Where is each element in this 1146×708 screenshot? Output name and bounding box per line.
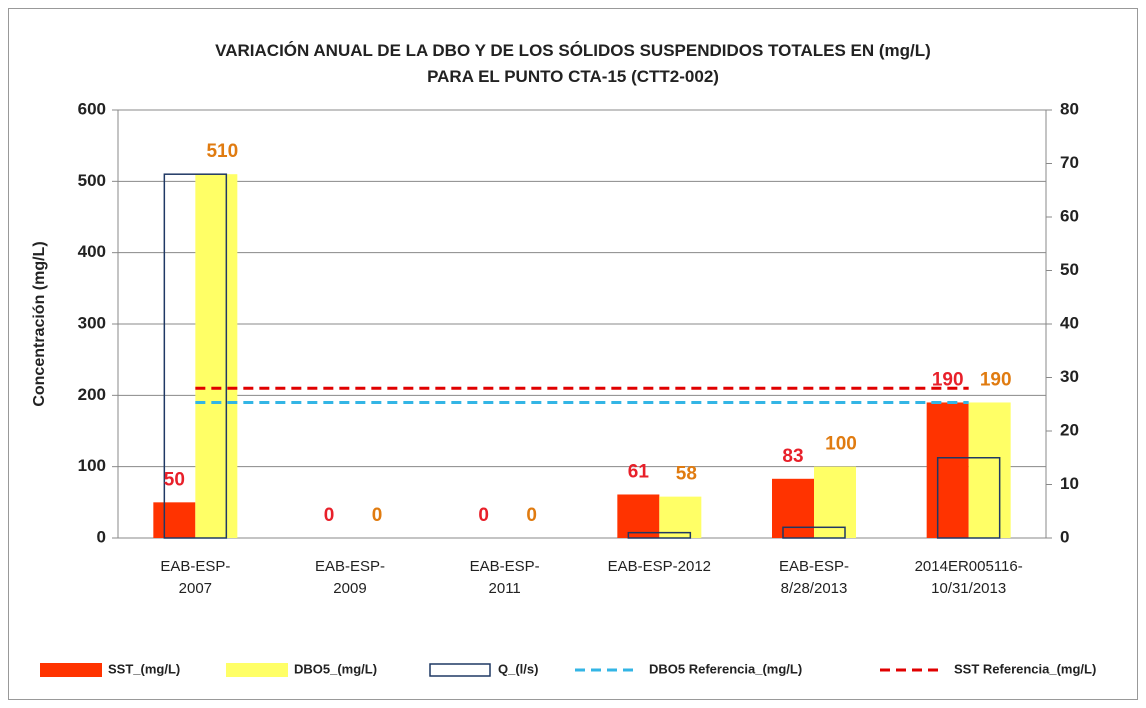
y-tick-label: 400 xyxy=(78,242,106,261)
bar xyxy=(659,496,702,538)
chart-title: VARIACIÓN ANUAL DE LA DBO Y DE LOS SÓLID… xyxy=(215,41,931,86)
bar xyxy=(617,494,660,538)
y2-tick-label: 30 xyxy=(1060,367,1079,386)
bar xyxy=(153,502,196,538)
legend-label: DBO5_(mg/L) xyxy=(294,661,377,676)
y-tick-label: 0 xyxy=(97,527,106,546)
y-tick-label: 200 xyxy=(78,385,106,404)
legend-label: DBO5 Referencia_(mg/L) xyxy=(649,661,802,676)
data-label: 0 xyxy=(526,505,537,526)
y-axis-label: Concentración (mg/L) xyxy=(31,241,48,406)
bar xyxy=(926,402,969,538)
bar xyxy=(968,402,1011,538)
x-tick-label: EAB-ESP- 2007 xyxy=(160,558,231,597)
flow-bar xyxy=(627,531,692,539)
y-tick-label: 300 xyxy=(78,313,106,332)
y-tick-label: 500 xyxy=(78,171,106,190)
bar xyxy=(195,174,238,538)
y-tick-label: 100 xyxy=(78,456,106,475)
legend-label: SST_(mg/L) xyxy=(108,661,180,676)
data-label: 0 xyxy=(324,505,335,526)
legend-swatch xyxy=(429,663,491,677)
flow-bar xyxy=(782,526,846,539)
legend-swatch xyxy=(226,663,288,677)
data-label: 50 xyxy=(164,469,185,490)
chart-frame xyxy=(8,8,1138,700)
x-tick-label: EAB-ESP-2012 xyxy=(607,558,712,575)
data-label: 83 xyxy=(782,446,803,467)
y2-tick-label: 40 xyxy=(1060,313,1079,332)
flow-bar xyxy=(936,457,1001,539)
bar xyxy=(814,466,856,538)
data-label: 0 xyxy=(478,505,489,526)
legend-label: Q_(l/s) xyxy=(498,661,538,676)
data-label: 190 xyxy=(980,369,1012,390)
data-label: 58 xyxy=(676,464,697,485)
bar xyxy=(772,478,814,538)
legend-swatch xyxy=(40,663,102,677)
y2-tick-label: 70 xyxy=(1060,153,1079,172)
data-label: 190 xyxy=(932,369,964,390)
data-label: 510 xyxy=(206,141,238,162)
x-tick-label: EAB-ESP- 8/28/2013 xyxy=(778,558,849,597)
data-label: 0 xyxy=(372,505,383,526)
y2-tick-label: 50 xyxy=(1060,260,1079,279)
x-tick-label: 2014ER005116- 10/31/2013 xyxy=(914,558,1023,597)
y2-tick-label: 80 xyxy=(1060,99,1079,118)
y2-tick-label: 20 xyxy=(1060,420,1079,439)
y2-tick-label: 10 xyxy=(1060,474,1079,493)
x-tick-label: EAB-ESP- 2011 xyxy=(469,558,540,597)
y2-tick-label: 0 xyxy=(1060,527,1069,546)
data-label: 61 xyxy=(628,462,650,483)
y2-tick-label: 60 xyxy=(1060,206,1079,225)
x-tick-label: EAB-ESP- 2009 xyxy=(314,558,385,597)
y-tick-label: 600 xyxy=(78,99,106,118)
legend-label: SST Referencia_(mg/L) xyxy=(954,661,1096,676)
data-label: 100 xyxy=(825,434,857,455)
flow-bar xyxy=(163,173,228,539)
